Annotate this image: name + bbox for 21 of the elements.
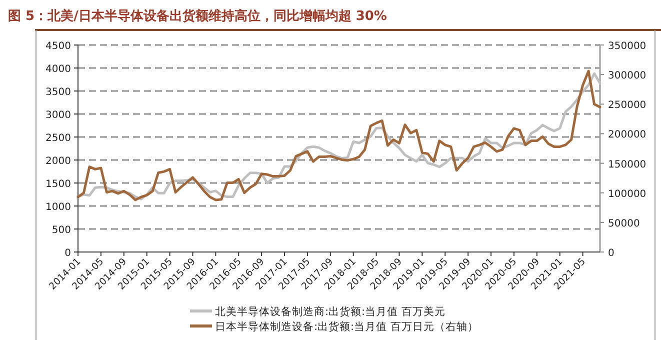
- y-tick-label: 1000: [46, 202, 71, 213]
- y-tick-label: 1500: [46, 179, 71, 190]
- y2-tick-label: 250000: [608, 100, 646, 112]
- y2-tick-label: 300000: [608, 70, 646, 82]
- y-tick-label: 3000: [46, 110, 71, 121]
- y-tick-label: 4000: [46, 64, 71, 75]
- y2-tick-label: 100000: [608, 188, 646, 200]
- legend-label: 北美半导体设备制造商:出货额:当月值 百万美元: [215, 305, 446, 318]
- y-tick-label: 0: [64, 248, 71, 259]
- y-tick-label: 4500: [46, 41, 71, 52]
- y2-tick-label: 200000: [608, 130, 646, 141]
- legend-label: 日本半导体制造设备:出货额:当月值 百万日元（右轴）: [215, 320, 478, 333]
- y2-tick-label: 350000: [608, 41, 646, 52]
- chart-title: 图 5：北美/日本半导体设备出货额维持高位，同比增幅均超 30%: [8, 8, 387, 24]
- y-tick-label: 2000: [46, 156, 71, 167]
- y2-tick-label: 0: [608, 248, 614, 259]
- y-tick-label: 3500: [46, 87, 71, 98]
- y-tick-label: 2500: [46, 133, 71, 144]
- y-tick-label: 500: [52, 225, 71, 236]
- y2-tick-label: 150000: [608, 159, 646, 170]
- y2-tick-label: 50000: [608, 218, 640, 230]
